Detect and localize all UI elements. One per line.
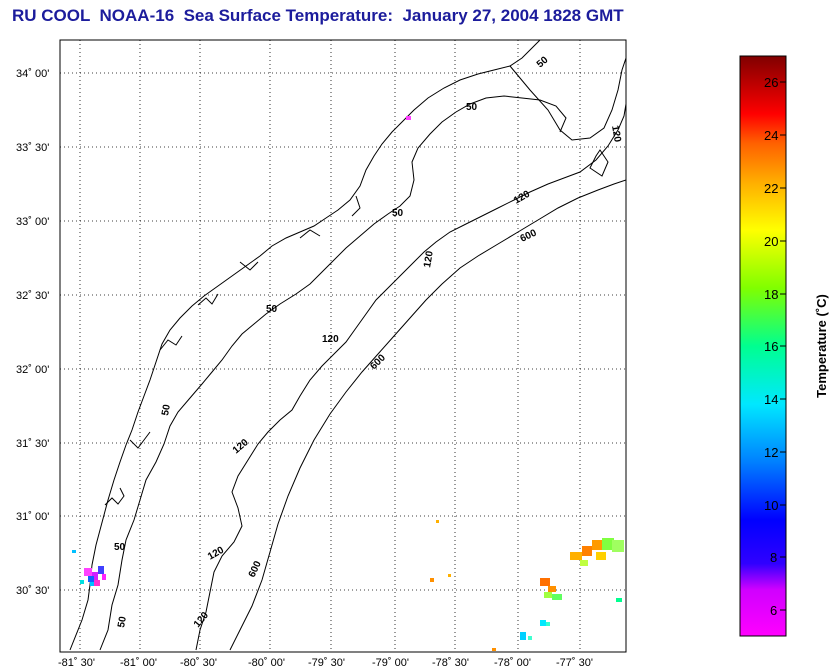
colorbar-label: 14 — [764, 392, 778, 407]
contour-label: 50 — [266, 304, 278, 315]
contour-label: 50 — [160, 403, 173, 416]
contour-label: 50 — [116, 615, 129, 628]
colorbar — [739, 55, 787, 637]
island-coast — [589, 149, 609, 177]
sst-data-pixels — [72, 116, 624, 651]
coastline — [69, 40, 541, 651]
lon-label: -81˚ 00' — [120, 657, 157, 669]
lon-label: -79˚ 00' — [372, 657, 409, 669]
lon-label: -78˚ 30' — [432, 657, 469, 669]
lat-label: 34˚ 00' — [16, 68, 49, 80]
lat-label: 30˚ 30' — [16, 585, 49, 597]
lon-label: -81˚ 30' — [58, 657, 95, 669]
lon-label: -80˚ 30' — [180, 657, 217, 669]
colorbar-label: 10 — [764, 498, 778, 513]
lat-label: 33˚ 30' — [16, 142, 49, 154]
contour-label: 120 — [609, 125, 623, 144]
map-frame — [59, 39, 627, 653]
latitude-labels: 34˚ 00' 33˚ 30' 33˚ 00' 32˚ 30' 32˚ 00' … — [16, 68, 49, 597]
outer-banks — [509, 57, 626, 141]
colorbar-ticks — [780, 81, 786, 611]
lat-label: 31˚ 00' — [16, 511, 49, 523]
longitude-labels: -81˚ 30' -81˚ 00' -80˚ 30' -80˚ 00' -79˚… — [58, 657, 593, 669]
isobath-600 — [229, 179, 626, 651]
colorbar-label: 22 — [764, 181, 778, 196]
colorbar-label: 20 — [764, 234, 778, 249]
colorbar-label: 26 — [764, 75, 778, 90]
lat-label: 33˚ 00' — [16, 216, 49, 228]
isobath-120 — [195, 103, 626, 651]
colorbar-label: 16 — [764, 339, 778, 354]
lon-label: -77˚ 30' — [556, 657, 593, 669]
lat-label: 31˚ 30' — [16, 438, 49, 450]
colorbar-labels: 26 24 22 20 18 16 14 12 10 8 6 — [764, 75, 778, 618]
colorbar-title: Temperature (˚C) — [814, 294, 829, 398]
map-title: RU COOL NOAA-16 Sea Surface Temperature:… — [12, 6, 624, 25]
colorbar-label: 24 — [764, 128, 778, 143]
contour-label: 120 — [322, 334, 339, 345]
lat-label: 32˚ 30' — [16, 290, 49, 302]
colorbar-label: 6 — [770, 603, 777, 618]
lon-label: -79˚ 30' — [308, 657, 345, 669]
lat-label: 32˚ 00' — [16, 364, 49, 376]
contour-label: 50 — [114, 542, 126, 553]
contour-label: 50 — [392, 208, 404, 219]
colorbar-label: 8 — [770, 550, 777, 565]
colorbar-label: 18 — [764, 287, 778, 302]
coastline-inlet — [104, 195, 361, 506]
colorbar-label: 12 — [764, 445, 778, 460]
lon-label: -80˚ 00' — [248, 657, 285, 669]
isobath-50 — [99, 95, 567, 651]
contour-label: 120 — [422, 250, 436, 269]
lon-label: -78˚ 00' — [494, 657, 531, 669]
contour-label: 50 — [466, 102, 478, 113]
